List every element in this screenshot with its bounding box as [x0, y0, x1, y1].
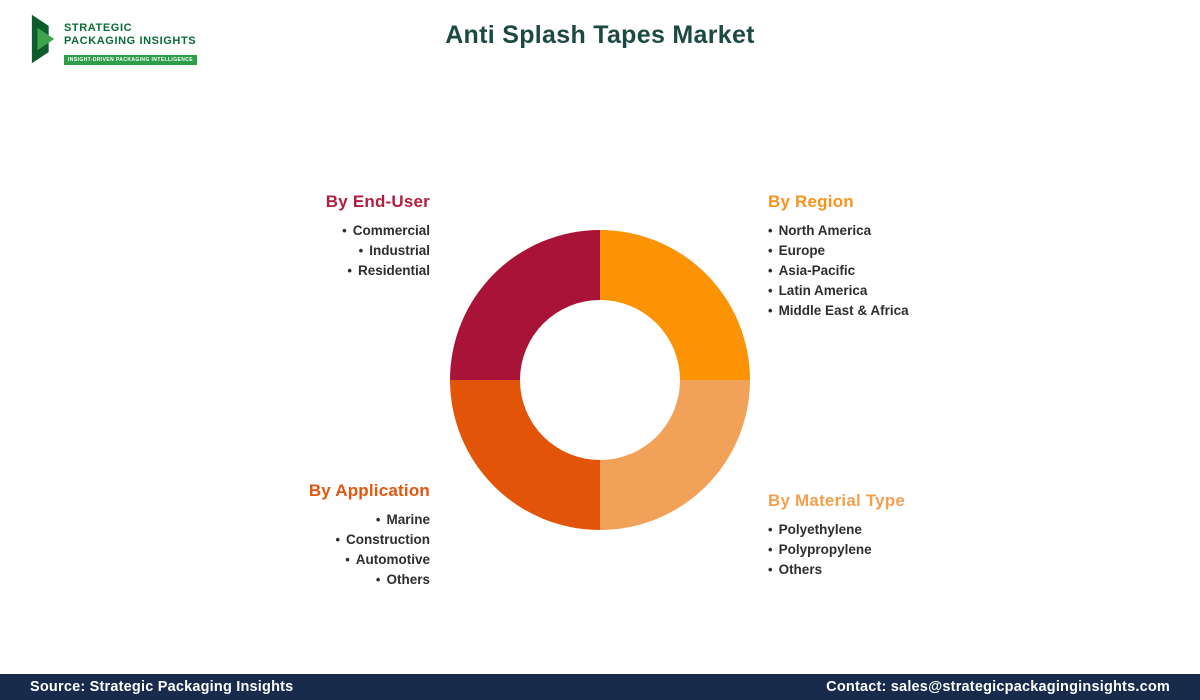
donut-hole [520, 300, 680, 460]
list-item: Latin America [768, 281, 909, 301]
category-heading-end-user: By End-User [325, 192, 430, 211]
list-item: Industrial [326, 241, 430, 261]
list-item: Others [309, 570, 430, 590]
page-title: Anti Splash Tapes Market [445, 21, 755, 49]
list-item: Residential [326, 261, 430, 281]
list-item: Europe [768, 241, 909, 261]
donut-chart [450, 230, 750, 530]
list-item: Commercial [326, 221, 430, 241]
category-list-region: North America Europe Asia-Pacific Latin … [768, 221, 909, 321]
category-heading-material-type: By Material Type [768, 491, 906, 510]
list-item: Automotive [309, 550, 430, 570]
logo-tagline: INSIGHT-DRIVEN PACKAGING INTELLIGENCE [64, 55, 197, 65]
category-application: By Application Marine Construction Autom… [309, 481, 430, 590]
list-item: Polyethylene [768, 520, 905, 540]
category-material-type: By Material Type Polyethylene Polypropyl… [768, 491, 905, 580]
category-list-end-user: Commercial Industrial Residential [326, 221, 430, 281]
list-item: North America [768, 221, 909, 241]
category-end-user: By End-User Commercial Industrial Reside… [326, 192, 430, 281]
list-item: Construction [309, 530, 430, 550]
category-heading-application: By Application [308, 481, 430, 500]
brand-logo: STRATEGIC PACKAGING INSIGHTS INSIGHT-DRI… [30, 10, 197, 68]
logo-text: STRATEGIC PACKAGING INSIGHTS INSIGHT-DRI… [64, 10, 197, 66]
list-item: Asia-Pacific [768, 261, 909, 281]
category-heading-region: By Region [768, 192, 854, 211]
logo-line-1: STRATEGIC [64, 22, 133, 34]
category-list-application: Marine Construction Automotive Others [309, 510, 430, 590]
category-region: By Region North America Europe Asia-Paci… [768, 192, 909, 321]
list-item: Others [768, 560, 905, 580]
logo-line-2: PACKAGING INSIGHTS [64, 35, 197, 47]
list-item: Polypropylene [768, 540, 905, 560]
list-item: Marine [309, 510, 430, 530]
footer-contact: Contact: sales@strategicpackaginginsight… [826, 679, 1170, 695]
list-item: Middle East & Africa [768, 301, 909, 321]
category-list-material-type: Polyethylene Polypropylene Others [768, 520, 905, 580]
footer-source: Source: Strategic Packaging Insights [30, 679, 294, 695]
logo-arrow-icon [31, 14, 55, 64]
footer-bar: Source: Strategic Packaging Insights Con… [0, 674, 1200, 700]
